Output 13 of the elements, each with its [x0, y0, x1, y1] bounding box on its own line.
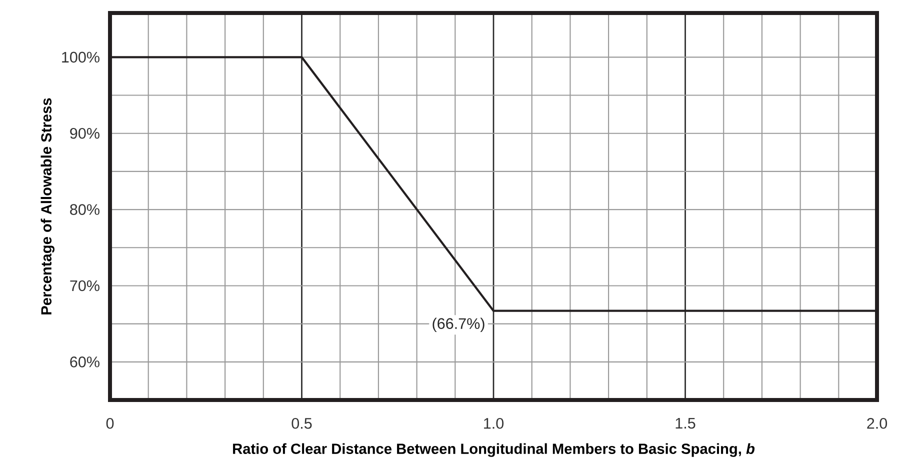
y-tick-label: 80% — [70, 204, 100, 215]
annotation: (66.7%) — [432, 318, 484, 332]
y-tick-label: 100% — [62, 52, 100, 63]
x-tick-label: 2.0 — [867, 418, 888, 429]
x-tick-label: 0.5 — [292, 418, 312, 429]
x-tick-label: 0 — [106, 418, 114, 429]
y-axis-title: Percentage of Allowable Stress — [40, 98, 54, 314]
y-tick-label: 60% — [70, 356, 100, 368]
y-tick-label: 70% — [70, 280, 100, 292]
y-tick-label: 90% — [70, 128, 100, 139]
x-tick-label: 1.0 — [484, 418, 504, 429]
x-axis-title: Ratio of Clear Distance Between Longitudinal Members to Basic Spacing, b — [233, 443, 755, 457]
x-tick-label: 1.5 — [676, 418, 696, 429]
